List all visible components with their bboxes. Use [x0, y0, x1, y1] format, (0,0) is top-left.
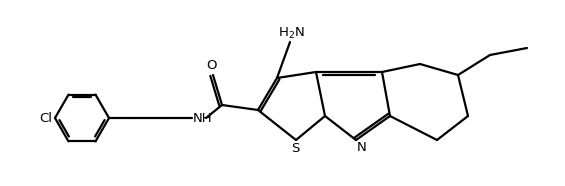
Text: Cl: Cl	[39, 111, 52, 124]
Text: O: O	[207, 59, 218, 72]
Text: S: S	[291, 142, 299, 155]
Text: NH: NH	[193, 111, 212, 124]
Text: N: N	[357, 141, 367, 154]
Text: H$_2$N: H$_2$N	[277, 26, 305, 41]
